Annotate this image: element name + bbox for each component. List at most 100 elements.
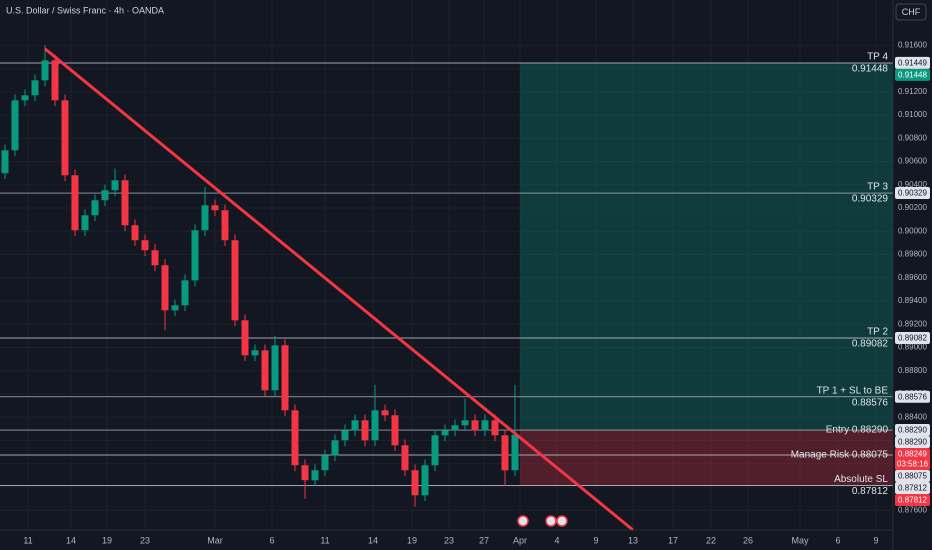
candle-body xyxy=(401,445,409,471)
candle-body xyxy=(311,470,319,481)
candle-body xyxy=(41,60,49,81)
profit-zone xyxy=(520,62,893,431)
level-name: Manage Risk 0.88075 xyxy=(791,450,889,461)
candle-body xyxy=(91,200,99,216)
candle-body xyxy=(11,100,19,151)
candle-body xyxy=(151,250,159,266)
candle-body xyxy=(251,350,259,356)
price-tag-label: 0.88290 xyxy=(898,426,927,435)
candle-body xyxy=(431,435,439,466)
candle-body xyxy=(121,180,129,226)
price-tag-label: 0.87812 xyxy=(898,484,927,493)
x-tick-label: Mar xyxy=(207,535,223,545)
candle-body xyxy=(261,350,269,391)
candle-body xyxy=(511,434,519,471)
x-tick-label: 17 xyxy=(668,535,678,545)
candle-body xyxy=(391,415,399,446)
candle-body xyxy=(351,420,359,431)
event-icon[interactable] xyxy=(556,515,568,527)
candle-body xyxy=(441,430,449,436)
y-tick-label: 0.90200 xyxy=(898,203,927,212)
candle-body xyxy=(161,265,169,311)
price-tag xyxy=(895,494,930,507)
candle-body xyxy=(31,80,39,96)
candle-body xyxy=(421,465,429,496)
x-tick-label: 11 xyxy=(23,535,32,545)
y-tick-label: 0.90800 xyxy=(898,133,927,142)
currency-button[interactable] xyxy=(895,3,927,21)
price-tag xyxy=(895,424,930,437)
candle-body xyxy=(131,225,139,241)
price-tag xyxy=(895,56,930,69)
candle-body xyxy=(141,240,149,251)
candle-body xyxy=(21,95,29,101)
level-value: 0.90329 xyxy=(852,194,889,205)
candle-body xyxy=(411,470,419,496)
y-tick-label: 0.90600 xyxy=(898,157,927,166)
x-tick-label: 19 xyxy=(102,535,112,545)
x-tick-label: 9 xyxy=(873,535,878,545)
level-value: 0.89082 xyxy=(852,339,889,350)
candle-body xyxy=(491,420,499,436)
event-icons xyxy=(517,515,568,527)
x-tick-label: 14 xyxy=(66,535,76,545)
level-name: TP 1 + SL to BE xyxy=(817,385,889,396)
level-name: TP 2 xyxy=(867,327,888,338)
candle-body xyxy=(331,440,339,456)
candle-body xyxy=(361,420,369,441)
level-value: 0.91448 xyxy=(852,64,889,75)
front-layer: 0.876000.878000.880000.882000.884000.886… xyxy=(23,40,930,545)
currency-label[interactable]: CHF xyxy=(902,7,921,17)
price-tag xyxy=(895,436,930,449)
candle-body xyxy=(451,425,459,431)
candle-body xyxy=(501,435,509,471)
trend-line xyxy=(44,47,634,532)
candle-body xyxy=(1,150,9,174)
price-tag-label: 0.90329 xyxy=(898,189,927,198)
event-icon[interactable] xyxy=(517,515,529,527)
y-tick-label: 0.89800 xyxy=(898,250,927,259)
y-tick-label: 0.91200 xyxy=(898,87,927,96)
candle-body xyxy=(71,175,79,231)
level-name: Entry 0.88290 xyxy=(826,425,889,436)
candle-body xyxy=(471,420,479,431)
price-tag-label: 0.88075 xyxy=(898,472,927,481)
price-tag xyxy=(895,68,930,81)
price-tag-label: 0.88290 xyxy=(898,438,927,447)
x-tick-label: Apr xyxy=(513,535,527,545)
price-tag xyxy=(895,331,930,344)
candle-body xyxy=(271,345,279,391)
x-tick-label: 27 xyxy=(479,535,489,545)
y-tick-label: 0.89000 xyxy=(898,343,927,352)
x-tick-label: 4 xyxy=(554,535,559,545)
x-tick-label: 19 xyxy=(407,535,417,545)
x-tick-label: May xyxy=(791,535,809,545)
candle-body xyxy=(201,205,209,231)
x-tick-label: 23 xyxy=(444,535,454,545)
y-tick-label: 0.91600 xyxy=(898,40,927,49)
candle-body xyxy=(221,210,229,241)
x-tick-label: 6 xyxy=(269,535,274,545)
candle-body xyxy=(301,465,309,481)
candle-body xyxy=(51,60,59,101)
price-tag xyxy=(895,390,930,403)
y-tick-label: 0.90000 xyxy=(898,226,927,235)
price-tag xyxy=(895,482,930,495)
y-tick-label: 0.89200 xyxy=(898,319,927,328)
x-tick-label: 9 xyxy=(593,535,598,545)
candle-body xyxy=(111,180,119,191)
price-tag-label: 0.88249 xyxy=(898,450,927,459)
x-tick-label: 13 xyxy=(628,535,638,545)
level-value: 0.87812 xyxy=(852,486,889,497)
price-tag-label: 0.87812 xyxy=(898,496,927,505)
candle-body xyxy=(191,230,199,281)
y-tick-label: 0.91000 xyxy=(898,110,927,119)
y-tick-label: 0.88800 xyxy=(898,366,927,375)
candle-body xyxy=(461,420,469,426)
back-layer xyxy=(0,45,893,532)
candle-body xyxy=(181,280,189,306)
y-tick-label: 0.89600 xyxy=(898,273,927,282)
event-icon[interactable] xyxy=(545,515,557,527)
x-tick-label: 23 xyxy=(140,535,150,545)
